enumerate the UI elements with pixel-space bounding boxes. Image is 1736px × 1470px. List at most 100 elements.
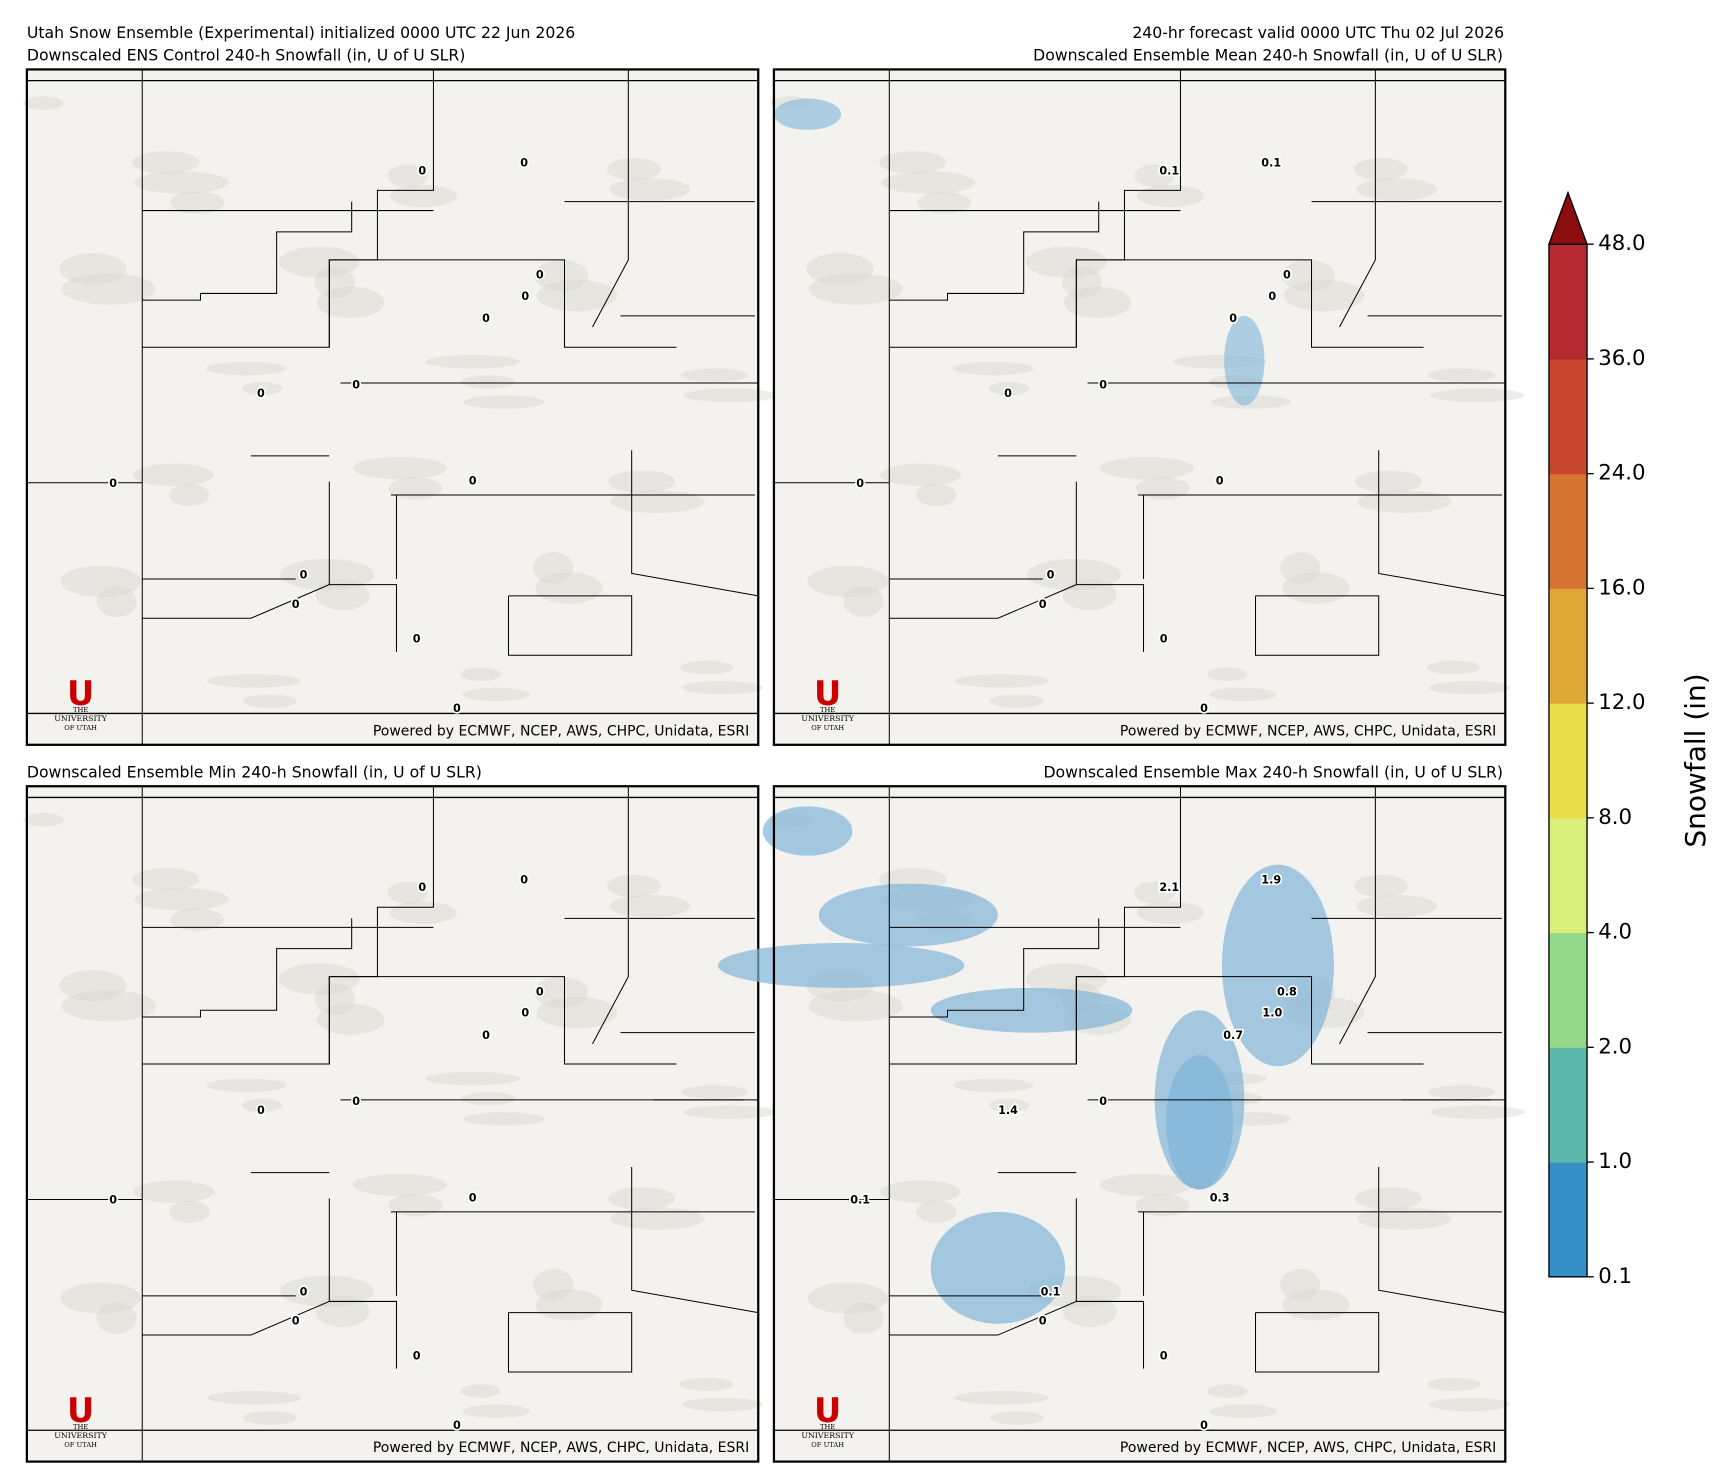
- point-label-halo: 0.1: [850, 1194, 870, 1207]
- point-label-halo: 0: [1229, 312, 1237, 325]
- terrain-shade: [1136, 901, 1204, 924]
- boundary: [142, 201, 353, 301]
- point-label-halo: 1.9: [1261, 873, 1281, 886]
- boundary: [1378, 450, 1506, 597]
- terrain-shade: [1025, 963, 1107, 995]
- terrain-shade: [1134, 164, 1175, 188]
- terrain-shade: [61, 990, 156, 1022]
- terrain-shade: [1357, 1207, 1452, 1230]
- terrain-shade: [461, 375, 516, 389]
- terrain-shade: [132, 868, 200, 891]
- point-label-halo: 0: [418, 164, 426, 177]
- boundary: [142, 1300, 330, 1336]
- point-label: 0: [109, 1194, 117, 1207]
- header-left: Utah Snow Ensemble (Experimental) initia…: [27, 23, 575, 42]
- terrain-shade: [207, 1391, 302, 1405]
- point-label: 0: [257, 387, 265, 400]
- point-label: 0: [418, 881, 426, 894]
- snow-area: [1221, 864, 1334, 1067]
- point-label-halo: 0: [520, 157, 528, 170]
- terrain-shade: [61, 273, 156, 305]
- boundary: [1075, 259, 1424, 348]
- point-label-halo: 0: [1160, 1349, 1168, 1362]
- point-label-halo: 0: [453, 702, 461, 715]
- boundary: [889, 201, 1100, 301]
- logo-letter: U: [67, 674, 94, 713]
- map-background: [26, 69, 759, 745]
- panel-frame: [772, 785, 1507, 1463]
- boundary: [507, 595, 633, 656]
- terrain-shade: [1062, 579, 1117, 611]
- terrain-shade: [280, 558, 375, 591]
- terrain-shade: [610, 1207, 705, 1230]
- terrain-shade: [1207, 1384, 1248, 1398]
- footer: Powered by ECMWF, NCEP, AWS, CHPC, Unida…: [1120, 723, 1496, 739]
- point-label-halo: 0: [413, 633, 421, 646]
- point-label: 0: [257, 1104, 265, 1117]
- point-label-halo: 0: [257, 1104, 265, 1117]
- point-label: 0.1: [1159, 164, 1179, 177]
- terrain-shade: [241, 381, 283, 396]
- terrain-shade: [609, 178, 690, 201]
- terrain-shade: [1099, 456, 1194, 480]
- terrain-shade: [134, 171, 229, 194]
- terrain-shade: [23, 813, 64, 827]
- point-label: 0: [520, 873, 528, 886]
- terrain-shade: [207, 674, 302, 688]
- terrain-shade: [316, 286, 385, 319]
- map-background: [26, 786, 759, 1462]
- boundary: [142, 584, 330, 619]
- terrain-shade: [60, 1282, 142, 1314]
- terrain-shade: [843, 585, 884, 618]
- logo-text: OF UTAH: [64, 724, 97, 732]
- panel-frame: [772, 68, 1507, 746]
- point-label-halo: 0: [300, 1285, 308, 1298]
- terrain-shade: [536, 280, 618, 312]
- terrain-shade: [206, 361, 287, 376]
- terrain-shade: [683, 388, 778, 403]
- colorbar-tick-label: 36.0: [1598, 346, 1645, 371]
- boundary: [889, 1300, 1077, 1336]
- point-label: 0: [536, 269, 544, 282]
- boundary: [328, 481, 397, 652]
- snow-area: [1165, 1055, 1234, 1190]
- point-label: 0: [352, 378, 360, 391]
- terrain-shade: [170, 191, 224, 214]
- point-label: 0: [1268, 290, 1276, 303]
- point-label: 0: [521, 1007, 529, 1020]
- logo-text: THE: [820, 1423, 835, 1431]
- terrain-shade: [134, 888, 229, 911]
- terrain-shade: [1430, 1105, 1525, 1119]
- point-label-halo: 0: [1160, 633, 1168, 646]
- terrain-shade: [1283, 280, 1365, 312]
- boundary: [1378, 1167, 1506, 1314]
- point-label: 2.1: [1159, 881, 1179, 894]
- snow-area: [1224, 315, 1265, 406]
- point-label: 0: [413, 1349, 421, 1362]
- terrain-shade: [352, 456, 447, 480]
- point-label-halo: 0: [352, 378, 360, 391]
- header-right: 240-hr forecast valid 0000 UTC Thu 02 Ju…: [1132, 23, 1504, 42]
- logo-letter: U: [814, 1391, 841, 1430]
- boundary: [631, 1167, 759, 1314]
- point-label-halo: 0.1: [1041, 1285, 1061, 1298]
- terrain-shade: [1135, 477, 1190, 500]
- point-label: 0: [1099, 378, 1107, 391]
- logo-text: OF UTAH: [811, 1441, 844, 1449]
- terrain-shade: [954, 1391, 1049, 1405]
- terrain-shade: [808, 273, 903, 305]
- terrain-shade: [460, 667, 501, 681]
- terrain-shade: [533, 1268, 574, 1301]
- panel-title: Downscaled Ensemble Min 240-h Snowfall (…: [27, 762, 482, 781]
- point-label: 0: [482, 1029, 490, 1042]
- boundary: [592, 69, 629, 328]
- point-label: 0.8: [1277, 985, 1297, 998]
- terrain-shade: [607, 157, 661, 181]
- point-label: 0: [469, 1191, 477, 1204]
- colorbar-tick-label: 2.0: [1598, 1034, 1632, 1059]
- boundary: [1339, 69, 1376, 328]
- terrain-shade: [534, 976, 588, 1008]
- boundary: [328, 259, 677, 348]
- terrain-shade: [990, 1411, 1044, 1425]
- point-label: 0: [856, 477, 864, 490]
